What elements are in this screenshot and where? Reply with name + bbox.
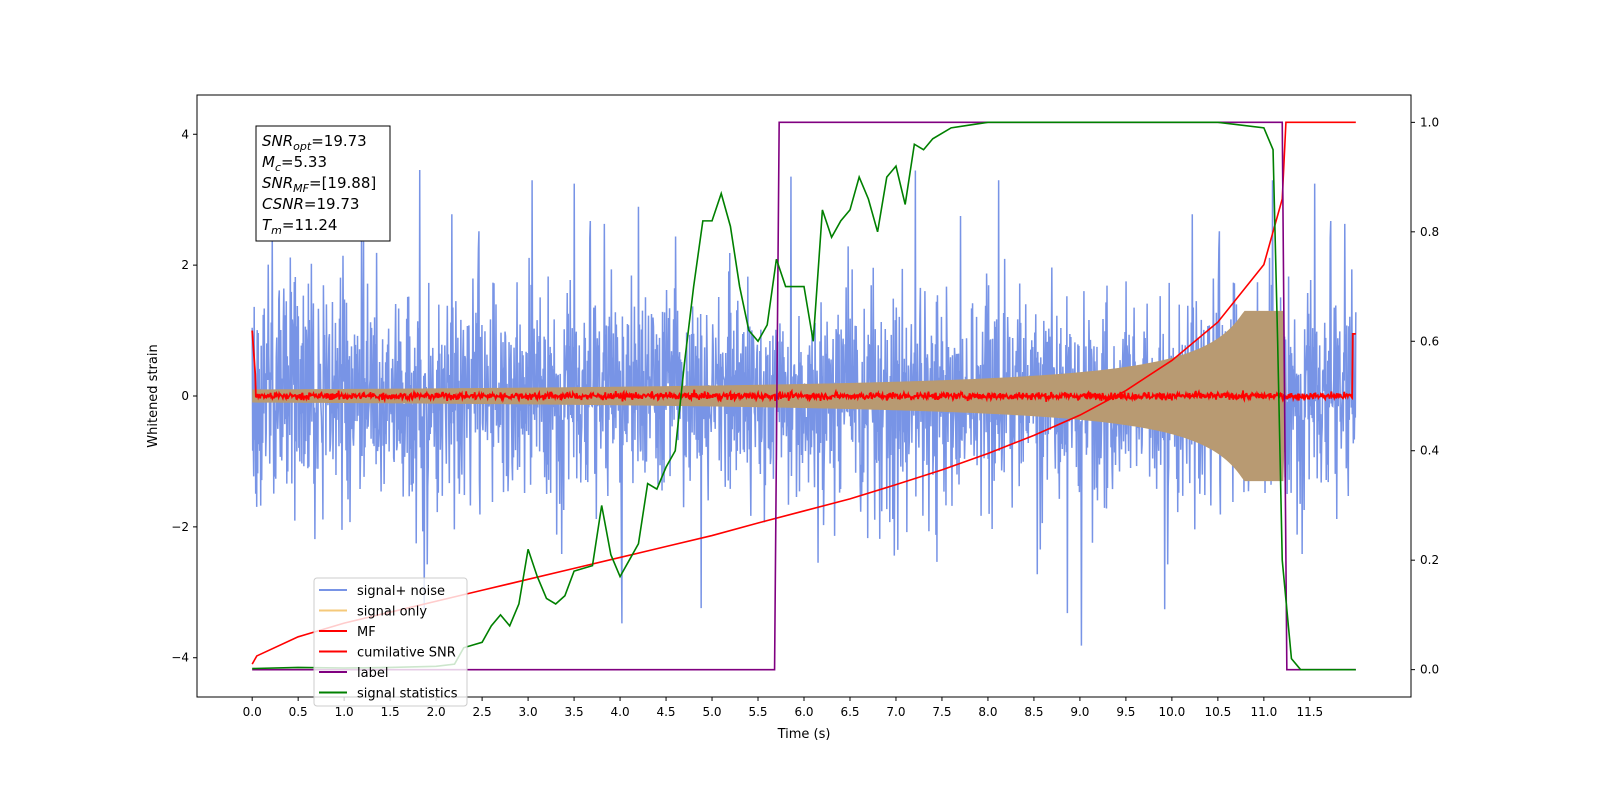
x-tick-label: 8.5 [1024,705,1043,719]
y-right-tick-label: 0.6 [1420,334,1439,348]
x-tick-label: 0.5 [289,705,308,719]
series-signal-statistics [252,121,1356,671]
y-right-tick-label: 1.0 [1420,115,1439,129]
stat-mc: Mc=5.33 [262,153,327,174]
x-tick-label: 10.0 [1159,705,1186,719]
stat-snr-opt: SNRopt=19.73 [262,132,367,153]
x-tick-label: 3.5 [565,705,584,719]
legend-entry: label [357,666,388,681]
x-tick-label: 10.5 [1205,705,1232,719]
y-left-tick-label: 0 [181,389,189,403]
y-right-tick-label: 0.4 [1420,444,1439,458]
y-left-tick-label: −2 [171,520,189,534]
y-left-tick-label: −4 [171,651,189,665]
x-tick-label: 11.0 [1250,705,1277,719]
x-tick-label: 0.0 [243,705,262,719]
stats-box: SNRopt=19.73Mc=5.33SNRMF=[19.88]CSNR=19.… [255,125,391,242]
x-tick-label: 9.0 [1070,705,1089,719]
legend: signal+ noise signal only MF cumilative SNR… [313,577,468,707]
stat-snr-mf: SNRMF=[19.88] [262,174,376,195]
x-tick-label: 7.5 [932,705,951,719]
y-left-tick-label: 4 [181,127,189,141]
x-axis-label: Time (s) [777,727,831,742]
legend-entry: signal statistics [357,687,458,702]
x-tick-label: 5.0 [702,705,721,719]
stat-csnr: CSNR=19.73 [262,195,359,213]
y-right-tick-label: 0.0 [1420,663,1439,677]
stat-tm: Tm=11.24 [262,216,337,237]
x-tick-label: 4.5 [656,705,675,719]
left-y-axis: 4 2 0 −2 −4 [171,127,197,665]
x-tick-label: 1.5 [381,705,400,719]
legend-frame [313,577,468,707]
series-mf [251,330,1356,404]
x-axis: 0.0 0.5 1.0 1.5 2.0 2.5 3.0 3.5 4.0 4.5 5.0 5.5 6.0 6… [243,697,1323,719]
stats-box-frame [255,125,391,242]
x-tick-label: 3.0 [519,705,538,719]
x-tick-label: 7.0 [886,705,905,719]
x-tick-label: 8.0 [978,705,997,719]
legend-entry: signal only [357,605,427,620]
legend-entry: signal+ noise [357,584,445,599]
x-tick-label: 2.0 [427,705,446,719]
y-axis-label: Whitened strain [146,344,161,447]
x-tick-label: 1.0 [335,705,354,719]
legend-entry: MF [357,625,376,640]
x-tick-label: 5.5 [748,705,767,719]
x-tick-label: 4.0 [611,705,630,719]
x-tick-label: 6.5 [840,705,859,719]
y-left-tick-label: 2 [181,258,189,272]
x-tick-label: 11.5 [1296,705,1323,719]
y-right-tick-label: 0.2 [1420,553,1439,567]
x-tick-label: 6.0 [794,705,813,719]
legend-entry: cumilative SNR [357,646,456,661]
right-y-axis: 1.0 0.8 0.6 0.4 0.2 0.0 [1411,115,1439,677]
x-tick-label: 9.5 [1116,705,1135,719]
x-tick-label: 2.5 [473,705,492,719]
y-right-tick-label: 0.8 [1420,225,1439,239]
